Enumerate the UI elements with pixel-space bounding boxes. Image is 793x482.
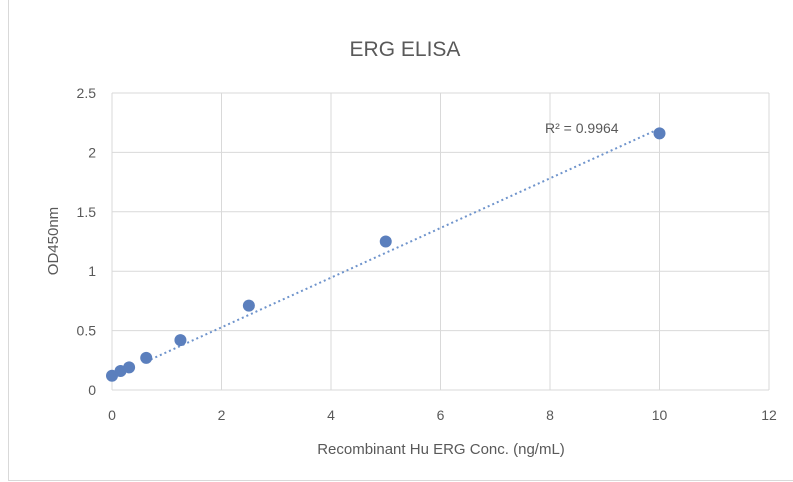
data-point — [140, 351, 153, 364]
gridlines — [111, 92, 770, 391]
y-tick-label: 1 — [88, 263, 96, 279]
x-tick-labels: 0 2 4 6 8 10 12 — [108, 407, 777, 423]
x-tick-label: 10 — [652, 407, 668, 423]
data-point — [653, 127, 666, 140]
x-tick-label: 4 — [327, 407, 335, 423]
data-point — [242, 299, 255, 312]
data-point — [379, 235, 392, 248]
data-point — [123, 361, 136, 374]
y-axis-label: OD450nm — [45, 207, 62, 275]
x-tick-label: 2 — [218, 407, 226, 423]
x-tick-label: 0 — [108, 407, 116, 423]
chart-title: ERG ELISA — [350, 38, 461, 61]
trendline-line — [145, 127, 660, 363]
trendline — [145, 127, 660, 363]
y-tick-label: 0 — [88, 382, 96, 398]
x-tick-label: 6 — [437, 407, 445, 423]
chart-frame — [8, 0, 793, 481]
data-point — [174, 334, 187, 347]
r-squared-label: R² = 0.9964 — [545, 120, 619, 136]
y-tick-label: 2 — [88, 144, 96, 160]
x-tick-label: 8 — [546, 407, 554, 423]
y-tick-labels: 0 0.5 1 1.5 2 2.5 — [77, 85, 97, 398]
x-axis-label: Recombinant Hu ERG Conc. (ng/mL) — [317, 441, 565, 458]
x-tick-label: 12 — [761, 407, 777, 423]
y-tick-label: 0.5 — [77, 323, 97, 339]
y-tick-label: 2.5 — [77, 85, 97, 101]
data-points — [106, 127, 666, 382]
y-tick-label: 1.5 — [77, 204, 97, 220]
